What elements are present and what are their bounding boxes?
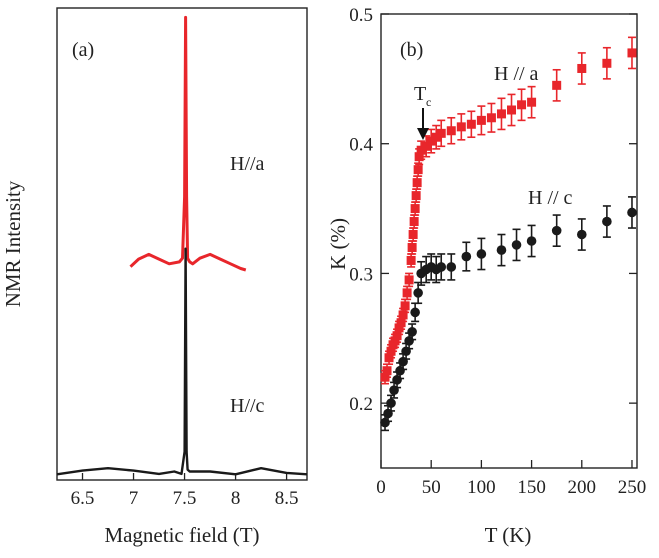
panel-b-x-tick-label: 0 — [376, 477, 386, 498]
data-point-h-a — [402, 288, 412, 298]
data-point-h-a — [396, 318, 406, 328]
data-point-h-a — [407, 242, 417, 252]
panel-a-x-axis-title: Magnetic field (T) — [104, 523, 259, 547]
series-label-h-a: H // a — [494, 63, 539, 85]
data-point-h-c — [446, 262, 457, 272]
panel-b-data-points — [380, 36, 637, 432]
tc-annotation: T c — [414, 83, 431, 140]
data-point-h-c — [407, 327, 417, 337]
panel-a-frame — [56, 7, 308, 481]
panel-a-x-tick-label: 6.5 — [71, 488, 95, 509]
panel-b-x-tick-label: 200 — [568, 477, 597, 498]
data-point-h-a — [517, 100, 527, 110]
panel-a-x-tick-label: 7.5 — [173, 488, 197, 509]
data-point-h-c — [551, 225, 562, 236]
data-point-h-a — [416, 145, 426, 155]
panel-b-knight-shift: (b) 0 50 100 150 200 250 0.20.30.40.5 H // a … — [326, 5, 646, 547]
data-point-h-a — [411, 191, 421, 201]
data-point-h-a — [456, 122, 466, 132]
data-point-h-a — [527, 97, 537, 107]
tc-arrow-head — [417, 128, 429, 140]
tc-subscript: c — [426, 95, 431, 109]
data-point-h-c — [602, 216, 612, 227]
data-point-h-a — [577, 63, 587, 73]
data-point-h-a — [436, 128, 446, 138]
data-point-h-a — [507, 105, 517, 115]
spectrum-h-a-line — [129, 15, 247, 272]
data-point-h-a — [496, 109, 506, 119]
series-label-h-c-spectrum: H//c — [230, 395, 265, 417]
panel-a-x-ticks: 6.5 7 7.5 8 8.5 — [71, 473, 299, 509]
data-point-h-c — [526, 236, 537, 246]
data-point-h-a — [408, 230, 418, 240]
data-point-h-c — [410, 307, 420, 318]
panel-b-y-tick-label: 0.5 — [349, 5, 373, 26]
data-point-h-a — [400, 301, 410, 311]
data-point-h-c — [496, 245, 507, 255]
data-point-h-a — [602, 58, 612, 68]
panel-b-y-axis-title: K (%) — [326, 218, 350, 270]
data-point-h-a — [426, 136, 436, 146]
spectrum-h-c-line — [56, 247, 308, 476]
panel-a-x-tick-label: 7 — [129, 488, 139, 509]
panel-b-label: (b) — [400, 39, 423, 61]
data-point-h-a — [390, 336, 400, 346]
data-point-h-a — [431, 132, 441, 142]
panel-b-x-tick-label: 250 — [618, 477, 647, 498]
panel-b-x-axis-title: T (K) — [485, 523, 532, 547]
panel-b-frame — [380, 13, 638, 469]
data-point-h-a — [414, 152, 424, 162]
data-point-h-c — [386, 398, 396, 408]
data-point-h-a — [412, 178, 422, 188]
data-point-h-a — [413, 165, 423, 175]
data-point-h-a — [398, 310, 408, 320]
panel-b-x-ticks: 0 50 100 150 200 250 — [376, 460, 646, 498]
panel-b-x-tick-label: 50 — [422, 477, 441, 498]
series-label-h-a-spectrum: H//a — [230, 153, 265, 175]
panel-b-y-tick-label: 0.4 — [349, 135, 373, 156]
data-point-h-c — [627, 207, 637, 218]
data-point-h-c — [576, 229, 587, 240]
panel-a-spectra — [56, 15, 308, 476]
data-point-h-a — [394, 323, 404, 333]
panel-a-y-axis-title: NMR Intensity — [1, 180, 25, 307]
data-point-h-a — [406, 255, 416, 265]
data-point-h-a — [382, 366, 392, 376]
data-point-h-c — [436, 262, 447, 272]
data-point-h-c — [476, 249, 487, 259]
panel-a-x-tick-label: 8.5 — [275, 488, 299, 509]
data-point-h-a — [409, 217, 419, 227]
data-point-h-a — [446, 126, 456, 136]
panel-b-y-ticks: 0.2 0.3 0.4 0.5 — [349, 5, 637, 415]
series-label-h-c: H // c — [528, 187, 573, 209]
panel-a-nmr-spectra: (a) 6.5 7 7.5 8 8.5 H//a H//c Magnetic field… — [1, 7, 308, 547]
data-point-h-a — [410, 204, 420, 214]
data-point-h-a — [486, 113, 496, 123]
panel-a-x-tick-label: 8 — [231, 488, 241, 509]
panel-b-x-tick-label: 100 — [467, 477, 496, 498]
data-point-h-a — [392, 331, 402, 341]
data-point-h-a — [466, 119, 476, 129]
panel-b-x-tick-label: 150 — [517, 477, 546, 498]
data-point-h-a — [476, 115, 486, 125]
tc-label: T — [414, 83, 426, 105]
data-point-h-a — [421, 141, 431, 151]
panel-b-y-tick-label: 0.3 — [349, 264, 373, 285]
panel-b-y-tick-label: 0.2 — [349, 394, 373, 415]
data-point-h-a — [552, 80, 562, 90]
data-point-h-a — [627, 48, 637, 58]
data-point-h-c — [461, 251, 472, 262]
data-point-h-a — [404, 275, 414, 285]
panel-a-label: (a) — [72, 39, 94, 61]
data-point-h-c — [511, 240, 522, 250]
data-point-h-c — [413, 288, 423, 298]
